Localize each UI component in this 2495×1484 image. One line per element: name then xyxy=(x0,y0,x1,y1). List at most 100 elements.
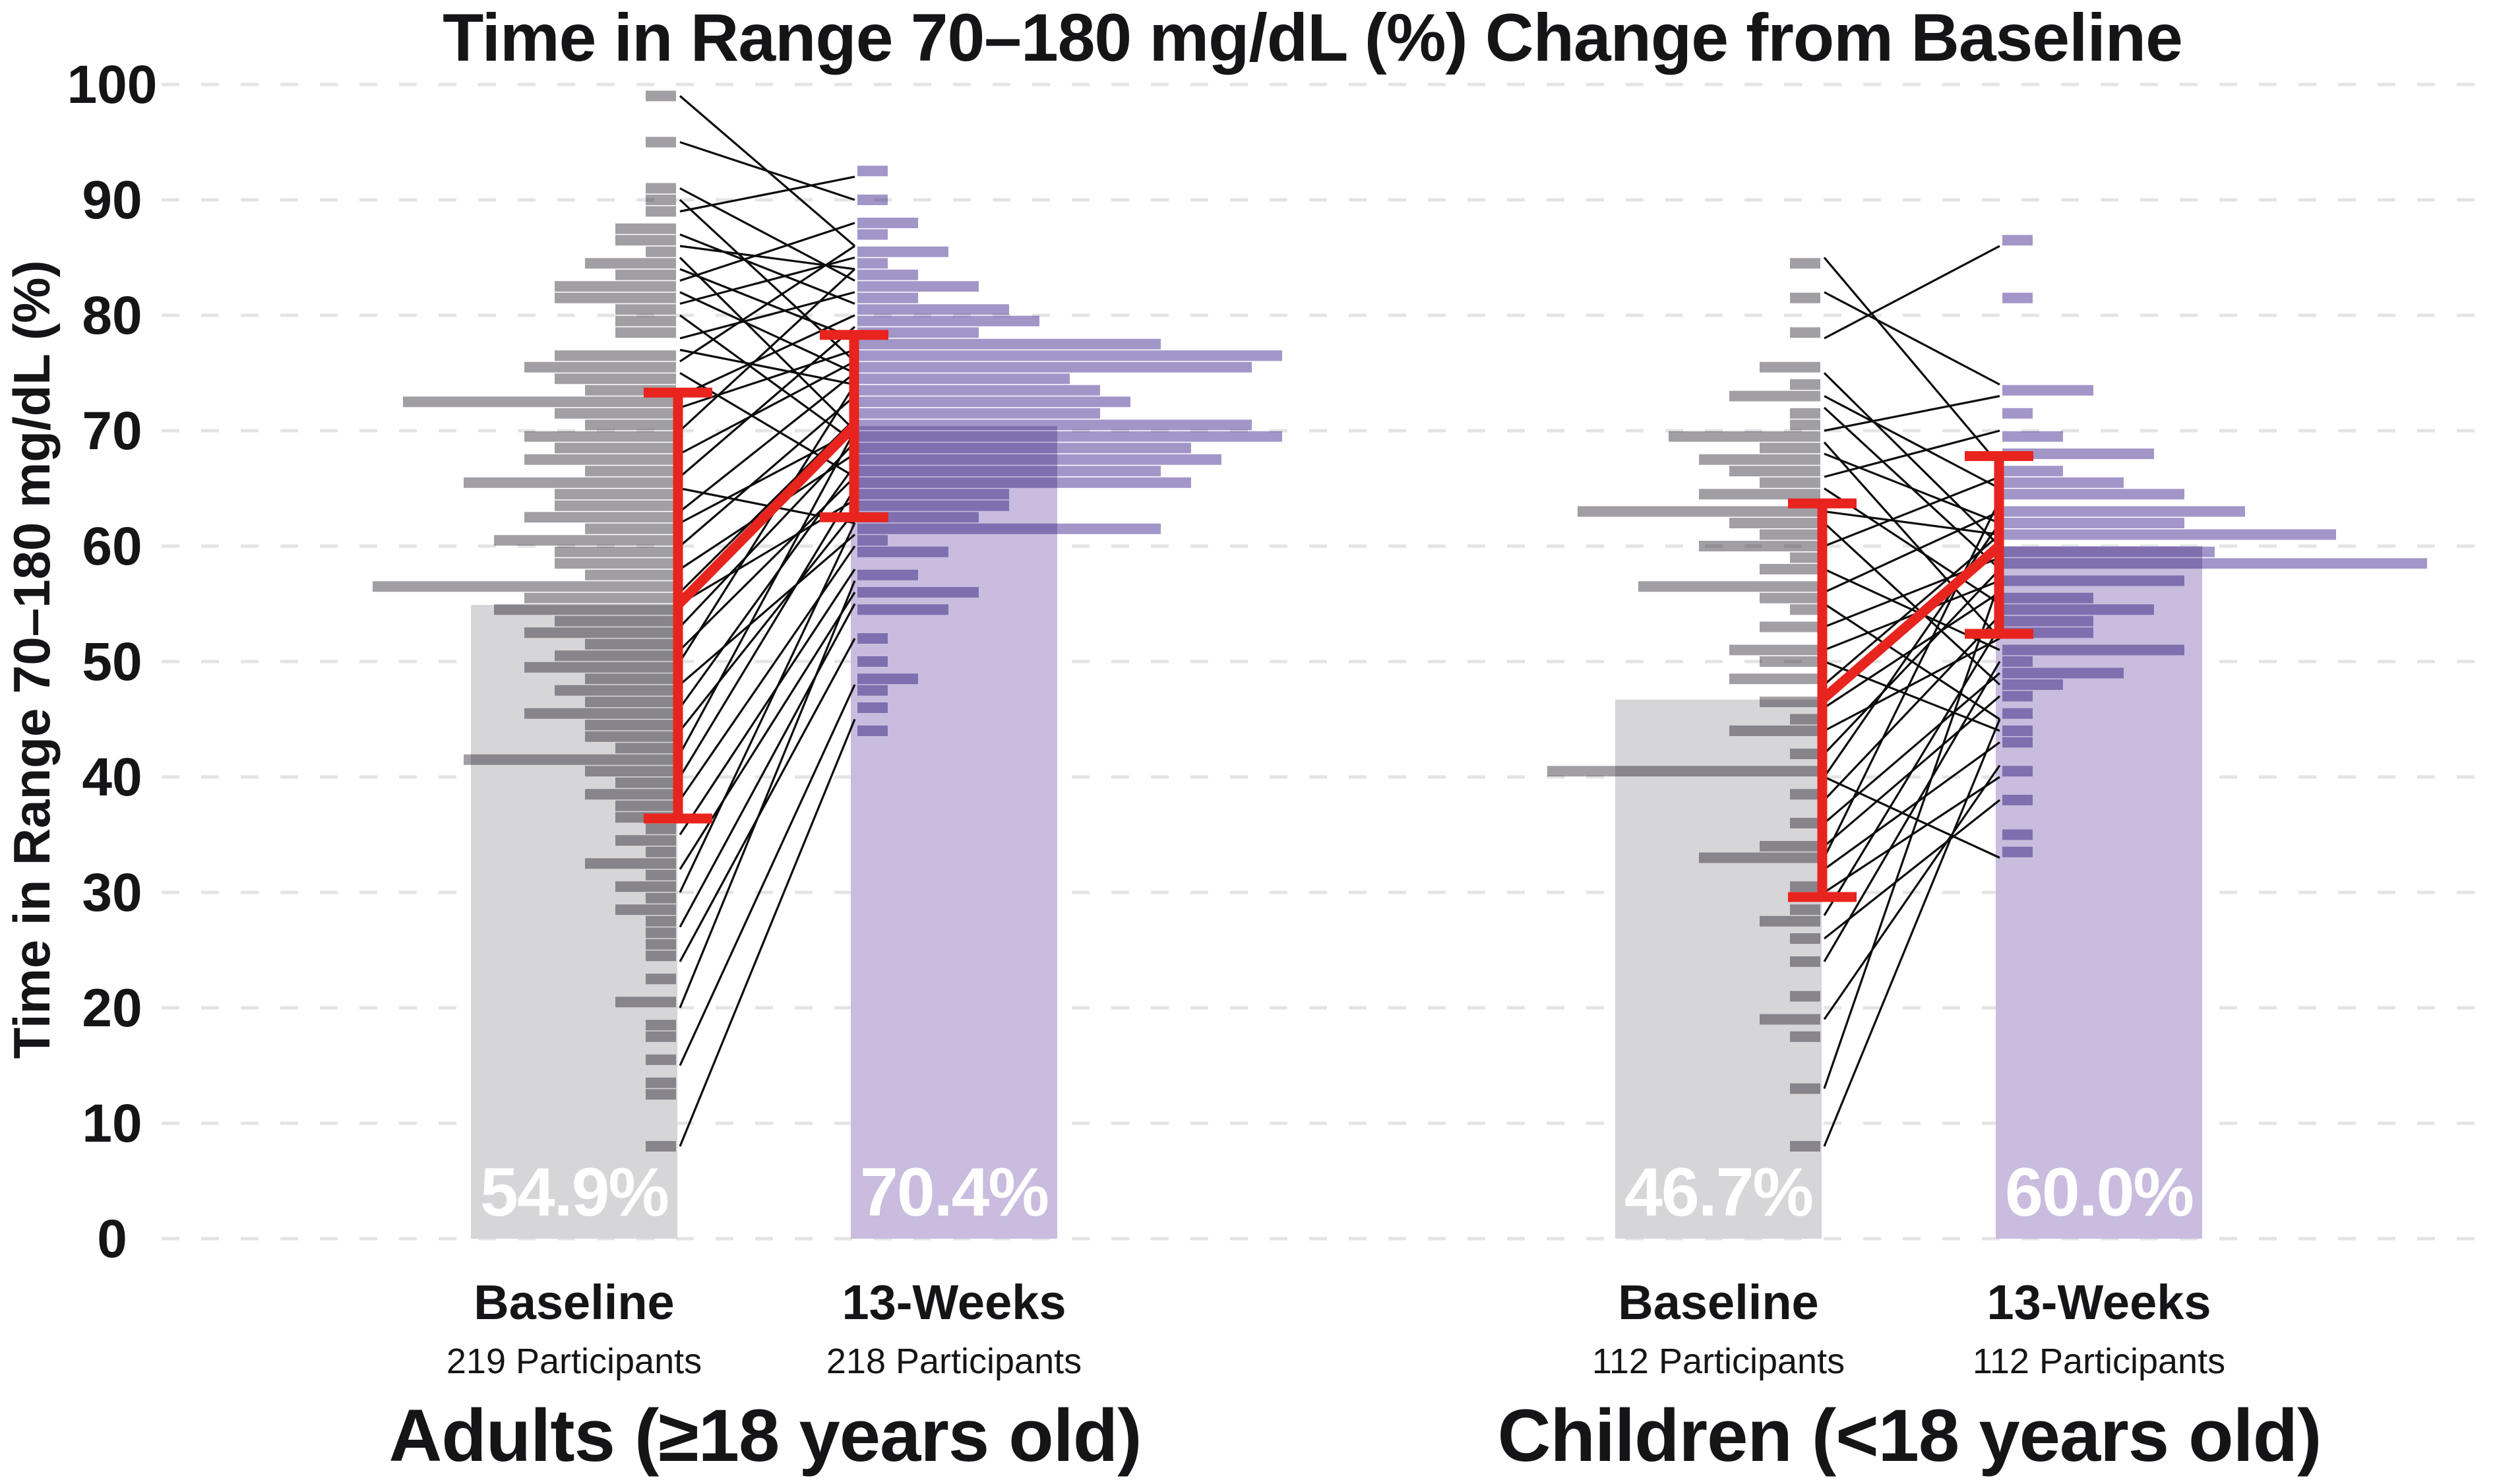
children-group-label: Children (<18 years old) xyxy=(1498,1394,2322,1477)
adults-baseline-hist-bar xyxy=(555,650,676,662)
adults-baseline-hist-bar xyxy=(646,974,676,985)
adults-baseline-hist-bar xyxy=(615,904,676,915)
adults-pair-line xyxy=(679,384,856,662)
adults-pair-line xyxy=(679,545,856,801)
adults-baseline-hist-bar xyxy=(585,766,676,777)
children-baseline-hist-bar xyxy=(1760,696,1820,708)
children-baseline-hist-bar xyxy=(1790,408,1820,419)
adults-baseline-hist-bar xyxy=(615,315,676,326)
y-tick-label-70: 70 xyxy=(82,401,142,461)
adults-pair-line xyxy=(679,245,855,363)
adults-baseline-hist-bar xyxy=(585,720,676,731)
children-baseline-hist-bar xyxy=(1790,714,1820,725)
adults-baseline-participants-label: 219 Participants xyxy=(447,1342,702,1381)
children-week13-hist-bar xyxy=(2002,575,2184,586)
children-baseline-hist-bar xyxy=(1760,443,1820,454)
adults-baseline-hist-bar xyxy=(555,373,676,385)
children-baseline-hist-bar xyxy=(1760,1014,1820,1025)
adults-week13-hist-bar xyxy=(857,466,1161,477)
children-baseline-hist-bar xyxy=(1760,621,1820,633)
adults-baseline-hist-bar xyxy=(646,1031,676,1042)
adults-baseline-hist-bar xyxy=(403,396,676,408)
children-week13-hist-bar xyxy=(2002,829,2033,840)
children-week13-hist-bar xyxy=(2002,615,2093,627)
children-week13-hist-bar xyxy=(2002,708,2033,719)
adults-baseline-hist-bar xyxy=(615,835,676,846)
y-tick-label-90: 90 xyxy=(82,170,142,230)
adults-pair-line xyxy=(679,326,856,478)
adults-week13-hist-bar xyxy=(857,489,1009,500)
adults-baseline-hist-bar xyxy=(646,892,676,904)
adults-pair-line xyxy=(679,233,855,305)
children-baseline-hist-bar xyxy=(1760,361,1820,373)
children-baseline-hist-bar xyxy=(1790,749,1820,759)
adults-pair-line xyxy=(679,268,856,432)
y-tick-label-20: 20 xyxy=(82,978,142,1038)
adults-baseline-hist-bar xyxy=(646,846,676,857)
adults-pair-line xyxy=(679,569,856,836)
group-adults: 54.9% 70.4% Baseline 13-Weeks 219 Participan… xyxy=(373,90,1282,1477)
children-pair-line xyxy=(1824,476,2000,547)
adults-pair-line xyxy=(679,603,856,928)
children-week13-hist-bar xyxy=(2002,679,2063,690)
adults-pair-line xyxy=(679,187,855,282)
children-baseline-hist-bar xyxy=(1729,644,1820,656)
y-tick-label-100: 100 xyxy=(67,55,158,115)
children-week13-hist-bar xyxy=(2002,529,2336,540)
children-baseline-hist-bar xyxy=(1790,933,1820,944)
adults-baseline-hist-bar xyxy=(615,235,676,246)
adults-baseline-hist-bar xyxy=(615,777,676,788)
y-tick-label-40: 40 xyxy=(82,747,142,807)
children-week13-hist-bar xyxy=(2002,448,2154,459)
children-week13-hist-bar xyxy=(2002,466,2063,477)
children-baseline-mean-label: 46.7% xyxy=(1624,1154,1812,1231)
adults-baseline-hist-bar xyxy=(585,673,676,685)
adults-baseline-hist-bar xyxy=(646,137,676,148)
adults-week13-hist-bar xyxy=(857,443,1191,454)
adults-week13-hist-bar xyxy=(857,546,948,557)
children-pair-line xyxy=(1824,510,2000,536)
children-week13-hist-bar xyxy=(2002,667,2124,679)
adults-pair-line xyxy=(679,291,855,340)
adults-baseline-hist-bar xyxy=(646,183,676,194)
children-baseline-hist-bar xyxy=(1638,581,1820,592)
children-week13-hist-bar xyxy=(2002,644,2184,656)
adults-baseline-hist-bar xyxy=(646,823,676,834)
children-baseline-hist-bar xyxy=(1790,327,1820,338)
adults-pair-line xyxy=(679,175,855,213)
children-baseline-hist-bar xyxy=(1699,852,1820,863)
adults-baseline-hist-bar xyxy=(615,800,676,811)
children-week13-hist-bar xyxy=(2002,506,2245,517)
children-baseline-hist-bar xyxy=(1760,529,1820,540)
adults-week13-hist-bar xyxy=(857,281,979,292)
adults-pair-line xyxy=(679,534,856,686)
adults-baseline-hist-bar xyxy=(615,743,676,754)
children-pair-line xyxy=(1824,510,2000,594)
children-pair-line xyxy=(1823,614,2001,801)
adults-week13-hist-bar xyxy=(857,246,948,257)
adults-week13-hist-bar xyxy=(857,431,1282,442)
adults-week13-hist-bar xyxy=(857,385,1100,396)
adults-baseline-hist-bar xyxy=(555,350,676,361)
adults-baseline-hist-bar xyxy=(646,1054,676,1065)
adults-week13-hist-bar xyxy=(857,535,888,546)
children-baseline-hist-bar xyxy=(1760,477,1820,488)
adults-baseline-hist-bar xyxy=(585,569,676,580)
adults-week13-hist-bar xyxy=(857,361,1252,373)
children-baseline-hist-bar xyxy=(1790,552,1820,563)
children-pair-line xyxy=(1824,776,2000,859)
adults-group-label: Adults (≥18 years old) xyxy=(388,1394,1141,1477)
adults-baseline-hist-bar xyxy=(646,869,676,881)
children-baseline-hist-bar xyxy=(1729,466,1820,477)
children-pair-line xyxy=(1823,257,2001,466)
children-week13-hist-bar xyxy=(2002,431,2063,442)
children-baseline-hist-bar xyxy=(1790,379,1820,390)
y-tick-label-80: 80 xyxy=(82,286,142,346)
adults-pair-line xyxy=(679,222,855,282)
children-week13-participants-label: 112 Participants xyxy=(1973,1342,2225,1381)
children-baseline-hist-bar xyxy=(1760,915,1820,927)
children-week13-hist-bar xyxy=(2002,235,2033,246)
adults-pair-line xyxy=(679,430,856,755)
adults-week13-hist-bar xyxy=(857,258,888,269)
